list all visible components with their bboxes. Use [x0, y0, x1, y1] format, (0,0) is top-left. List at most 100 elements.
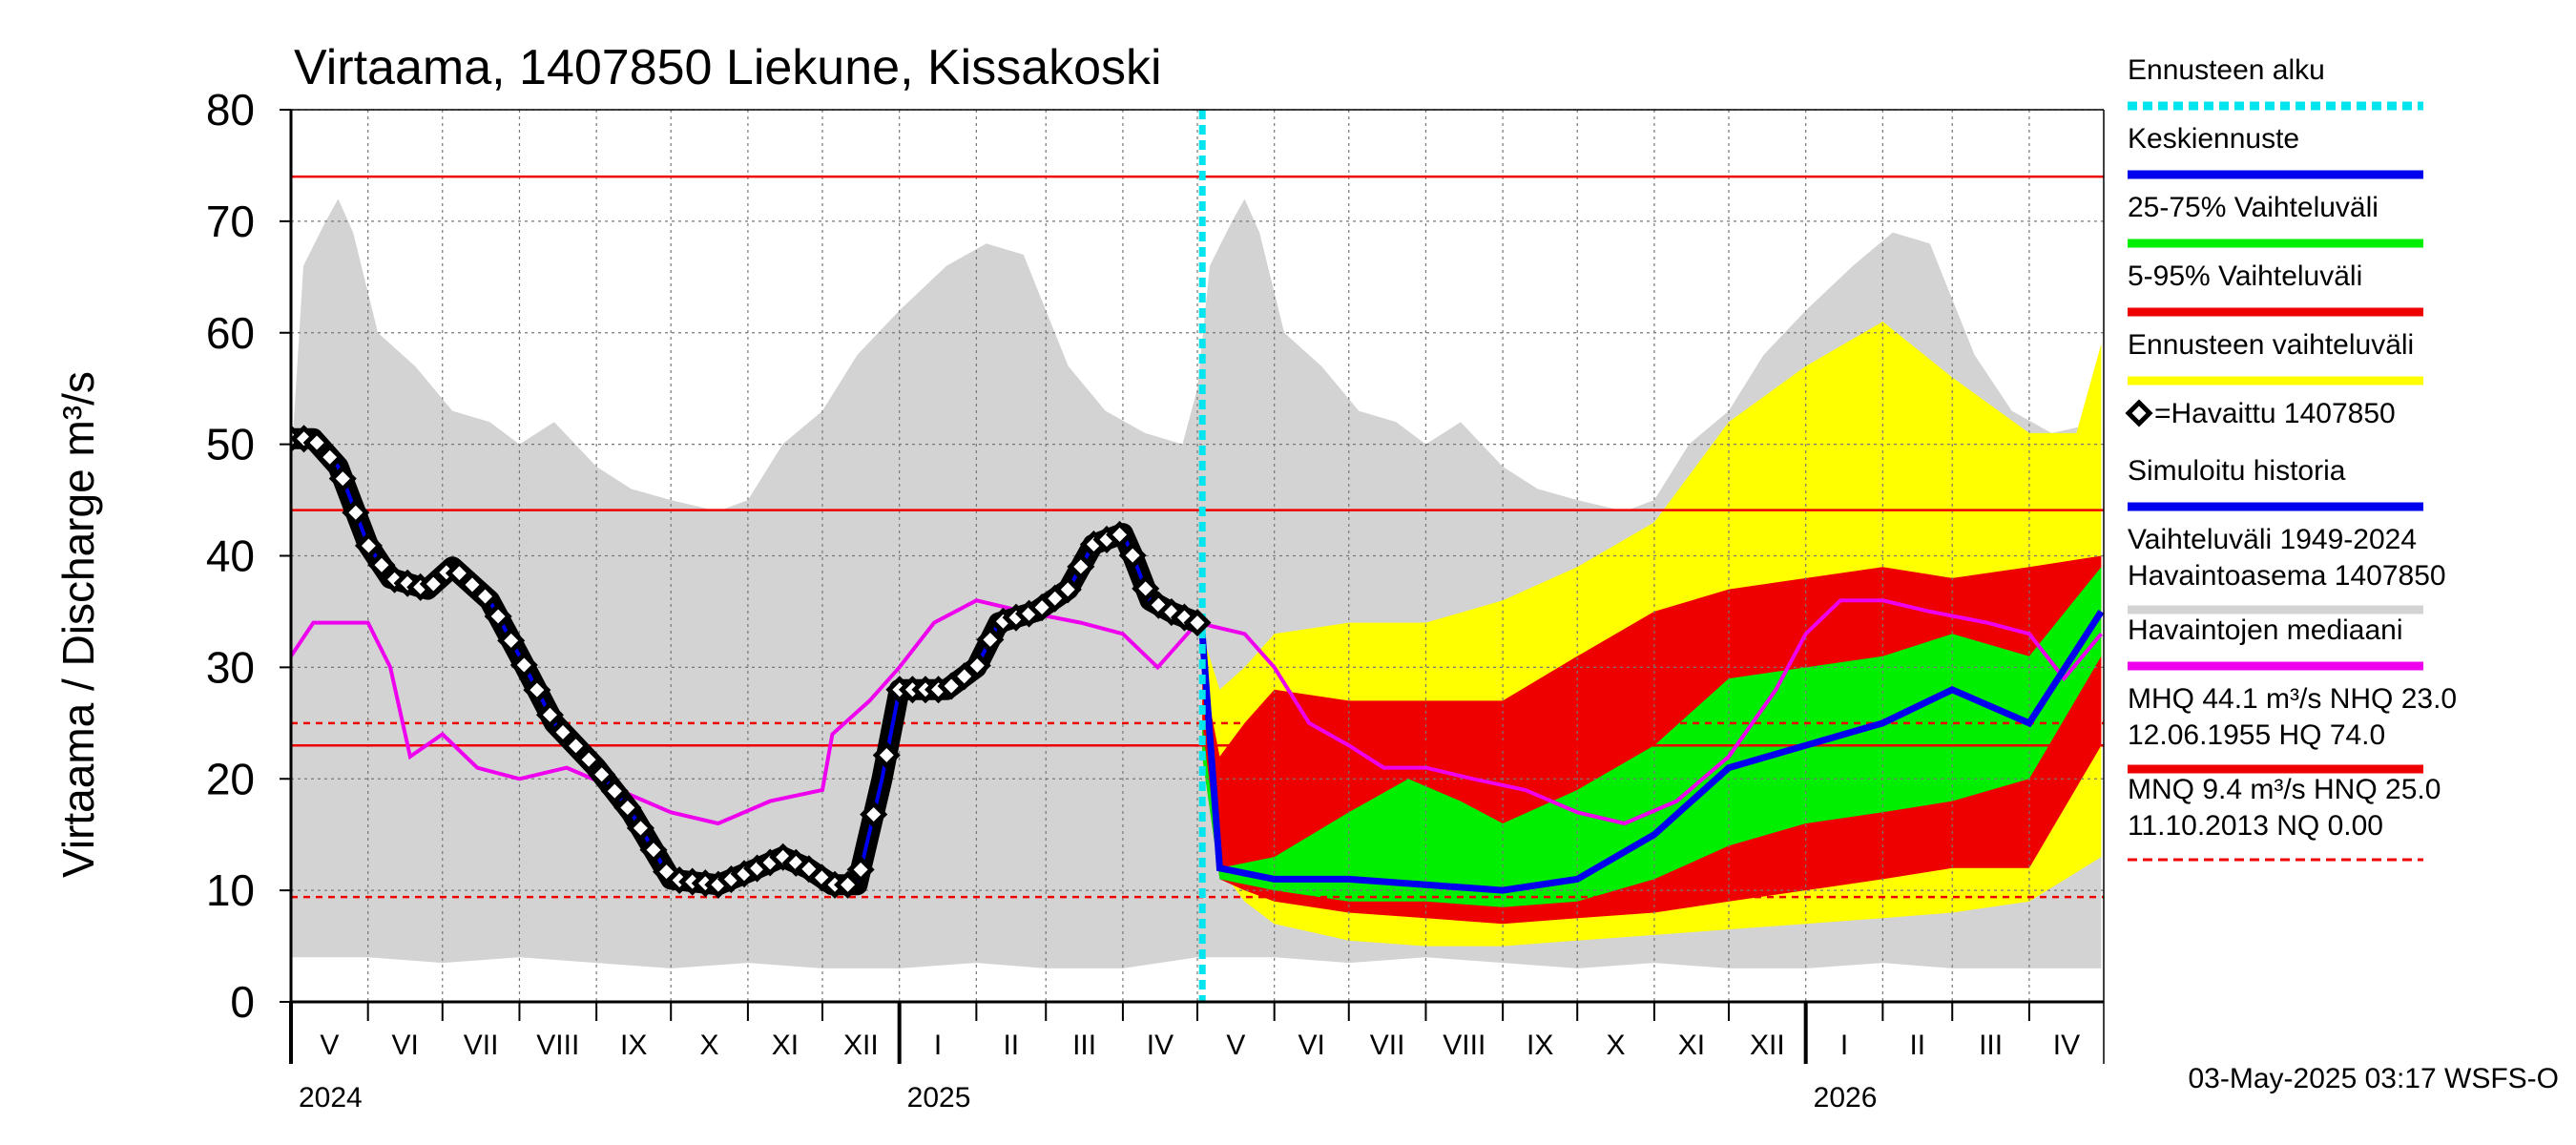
- y-tick-label: 30: [206, 642, 255, 692]
- year-label: 2025: [907, 1082, 971, 1114]
- observed-marker: [471, 582, 500, 611]
- month-label: V: [1226, 1030, 1245, 1061]
- month-label: II: [1909, 1030, 1925, 1061]
- legend-item-2: 25-75% Vaihteluväli: [2128, 192, 2423, 248]
- legend-item-3: 5-95% Vaihteluväli: [2128, 260, 2423, 317]
- month-label: III: [1072, 1030, 1096, 1061]
- observed-marker: [846, 855, 875, 884]
- observed-marker: [1132, 574, 1160, 603]
- month-label: VIII: [1443, 1030, 1485, 1061]
- observed-marker: [963, 651, 991, 680]
- legend-label-line2: 11.10.2013 NQ 0.00: [2128, 810, 2383, 842]
- month-label: IV: [1147, 1030, 1174, 1061]
- observed-marker: [795, 855, 823, 884]
- observed-marker: [354, 531, 383, 560]
- month-label: XI: [772, 1030, 799, 1061]
- observed-marker: [1170, 603, 1198, 632]
- observed-marker: [600, 777, 629, 805]
- observed-marker: [807, 864, 836, 892]
- y-tick-label: 60: [206, 308, 255, 358]
- legend-label-line2: Havaintoasema 1407850: [2128, 560, 2446, 592]
- observed-marker: [1157, 598, 1186, 627]
- legend-label: Havaintojen mediaani: [2128, 614, 2403, 646]
- observed-marker: [302, 428, 331, 457]
- observed-marker: [834, 870, 862, 899]
- legend-item-10: MNQ 9.4 m³/s HNQ 25.0 11.10.2013 NQ 0.00: [2128, 774, 2441, 862]
- legend-item-8: Havaintojen mediaani: [2128, 614, 2423, 671]
- legend-label: MNQ 9.4 m³/s HNQ 25.0: [2128, 774, 2441, 805]
- month-label: VII: [1370, 1030, 1405, 1061]
- observed-marker: [367, 551, 396, 579]
- mean-forecast-line: [1198, 610, 2104, 894]
- month-label: XII: [1750, 1030, 1785, 1061]
- observed-marker: [613, 794, 642, 822]
- observed-marker: [509, 651, 538, 679]
- legend-label: Simuloitu historia: [2128, 455, 2346, 487]
- observed-marker: [562, 732, 591, 760]
- year-label: 2026: [1814, 1082, 1878, 1114]
- legend-item-4: Ennusteen vaihteluväli: [2128, 329, 2423, 385]
- observed-marker: [1183, 609, 1212, 637]
- month-label: IV: [2053, 1030, 2080, 1061]
- legend-item-1: Keskiennuste: [2128, 123, 2423, 179]
- observed-marker: [535, 700, 564, 729]
- legend-item-7: Vaihteluväli 1949-2024 Havaintoasema 140…: [2128, 524, 2446, 614]
- observed-marker: [328, 465, 357, 493]
- y-tick-label: 40: [206, 531, 255, 581]
- month-label: VI: [392, 1030, 419, 1061]
- y-tick-label: 80: [206, 85, 255, 135]
- band-25-75: [1202, 567, 2102, 907]
- observed-marker: [549, 718, 577, 746]
- legend-item-0: Ennusteen alku: [2128, 54, 2423, 111]
- observed-marker: [1144, 591, 1173, 619]
- median-line: [291, 598, 2103, 826]
- month-label: X: [700, 1030, 719, 1061]
- legend-item-9: MHQ 44.1 m³/s NHQ 23.0 12.06.1955 HQ 74.0: [2128, 683, 2457, 774]
- observed-marker: [484, 602, 512, 631]
- legend-label-line2: 12.06.1955 HQ 74.0: [2128, 719, 2385, 751]
- observed-marker: [574, 745, 603, 774]
- observed-marker: [458, 571, 487, 599]
- chart-title: Virtaama, 1407850 Liekune, Kissakoski: [294, 40, 1162, 95]
- month-label: II: [1003, 1030, 1019, 1061]
- legend-marker-icon: [2125, 399, 2153, 427]
- month-label: VII: [464, 1030, 499, 1061]
- legend-label: MHQ 44.1 m³/s NHQ 23.0: [2128, 683, 2457, 715]
- observed-marker: [639, 836, 668, 864]
- y-tick-label: 20: [206, 754, 255, 803]
- observed-marker: [419, 570, 447, 598]
- legend-label: 25-75% Vaihteluväli: [2128, 192, 2379, 223]
- legend-label: Ennusteen vaihteluväli: [2128, 329, 2414, 361]
- month-label: V: [320, 1030, 339, 1061]
- observed-marker: [316, 443, 344, 471]
- month-label: VI: [1298, 1030, 1325, 1061]
- observed-marker: [497, 626, 526, 655]
- observed-marker: [860, 800, 888, 829]
- observed-marker: [1053, 575, 1082, 604]
- observed-marker: [781, 848, 810, 877]
- footer-timestamp: 03-May-2025 03:17 WSFS-O: [2189, 1063, 2560, 1094]
- month-label: IX: [1527, 1030, 1553, 1061]
- observed-marker: [1106, 520, 1134, 549]
- y-tick-label: 0: [230, 977, 255, 1027]
- legend-label: Keskiennuste: [2128, 123, 2299, 155]
- y-tick-label: 70: [206, 197, 255, 246]
- observed-marker: [1118, 541, 1147, 570]
- legend-item-6: Simuloitu historia: [2128, 455, 2423, 511]
- month-label: XI: [1678, 1030, 1705, 1061]
- observed-marker: [523, 676, 551, 704]
- year-label: 2024: [299, 1082, 363, 1114]
- observed-marker: [872, 740, 901, 769]
- y-tick-label: 50: [206, 420, 255, 469]
- month-label: I: [934, 1030, 942, 1061]
- month-label: IX: [620, 1030, 647, 1061]
- observed-marker: [342, 498, 370, 527]
- legend-label: =Havaittu 1407850: [2154, 398, 2396, 429]
- observed-marker: [976, 625, 1005, 654]
- legend-item-5: =Havaittu 1407850: [2125, 398, 2396, 429]
- legend-label: Vaihteluväli 1949-2024: [2128, 524, 2417, 555]
- y-tick-label: 10: [206, 865, 255, 915]
- legend-label: Ennusteen alku: [2128, 54, 2325, 86]
- observed-marker: [1067, 552, 1095, 581]
